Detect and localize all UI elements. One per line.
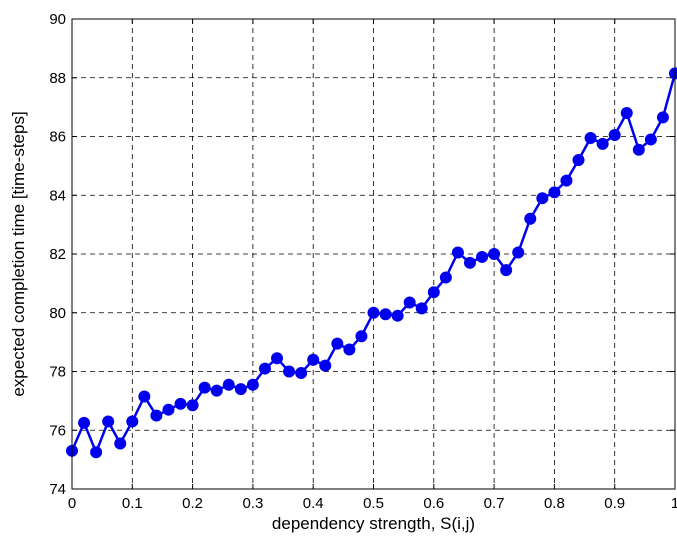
data-point <box>295 366 308 379</box>
x-axis-label: dependency strength, S(i,j) <box>272 514 475 533</box>
y-tick-label: 78 <box>49 364 66 381</box>
data-point <box>126 415 139 428</box>
data-point <box>512 246 525 259</box>
x-tick-label: 0.6 <box>423 495 444 512</box>
data-point <box>78 416 91 429</box>
data-point <box>608 129 621 142</box>
data-point <box>415 302 428 315</box>
data-point <box>584 131 597 144</box>
data-point <box>234 383 247 396</box>
data-point <box>463 256 476 269</box>
y-tick-label: 86 <box>49 129 66 146</box>
x-tick-label: 0.7 <box>484 495 505 512</box>
data-point <box>331 337 344 350</box>
data-series <box>66 67 677 459</box>
data-point <box>500 264 513 277</box>
x-tick-label: 0.3 <box>242 495 263 512</box>
data-point <box>174 397 187 410</box>
data-point <box>271 352 284 365</box>
data-point <box>451 246 464 259</box>
data-point <box>150 409 163 422</box>
data-point <box>222 378 235 391</box>
data-point <box>669 67 677 80</box>
x-tick-label: 0.9 <box>604 495 625 512</box>
x-tick-label: 0 <box>68 495 76 512</box>
data-point <box>560 174 573 187</box>
y-tick-labels: 74 76 78 80 82 84 86 88 90 <box>49 11 66 498</box>
data-point <box>620 107 633 119</box>
data-point <box>367 306 380 319</box>
x-tick-label: 0.8 <box>544 495 565 512</box>
data-point <box>186 399 199 412</box>
data-point <box>355 330 368 343</box>
data-point <box>102 415 115 428</box>
x-tick-label: 1 <box>671 495 677 512</box>
data-point <box>572 154 585 166</box>
y-tick-label: 80 <box>49 305 66 322</box>
x-tick-label: 0.5 <box>363 495 384 512</box>
data-point <box>246 378 259 391</box>
data-point <box>258 362 271 375</box>
data-point <box>632 143 645 156</box>
x-tick-label: 0.1 <box>122 495 143 512</box>
data-point <box>439 271 452 284</box>
x-tick-label: 0.4 <box>303 495 324 512</box>
data-point <box>379 308 392 321</box>
y-tick-label: 88 <box>49 70 66 87</box>
data-point <box>403 296 416 309</box>
data-point <box>198 381 211 394</box>
data-point <box>644 133 657 146</box>
y-tick-label: 76 <box>49 422 66 439</box>
data-point <box>488 248 501 260</box>
x-tick-labels: 0 0.1 0.2 0.3 0.4 0.5 0.6 0.7 0.8 0.9 1 <box>68 495 677 512</box>
data-point <box>114 437 127 450</box>
y-tick-label: 74 <box>49 481 66 498</box>
plot-frame <box>71 18 676 490</box>
x-tick-label: 0.2 <box>182 495 203 512</box>
data-point <box>596 137 609 150</box>
data-point <box>307 353 320 366</box>
data-point <box>210 384 223 397</box>
y-axis-label: expected completion time [time-steps] <box>9 111 28 396</box>
data-point <box>343 343 356 356</box>
data-point <box>391 309 404 322</box>
data-point <box>319 359 332 372</box>
data-point <box>283 365 296 378</box>
data-point <box>476 250 489 263</box>
y-tick-label: 90 <box>49 11 66 28</box>
y-tick-label: 84 <box>49 187 66 204</box>
data-point <box>138 390 151 403</box>
data-point <box>162 403 175 416</box>
y-tick-label: 82 <box>49 246 66 263</box>
data-point <box>536 192 549 205</box>
data-point <box>548 186 561 199</box>
data-point <box>656 111 669 124</box>
data-point <box>524 212 537 225</box>
data-point <box>427 286 440 299</box>
data-point <box>90 446 103 459</box>
